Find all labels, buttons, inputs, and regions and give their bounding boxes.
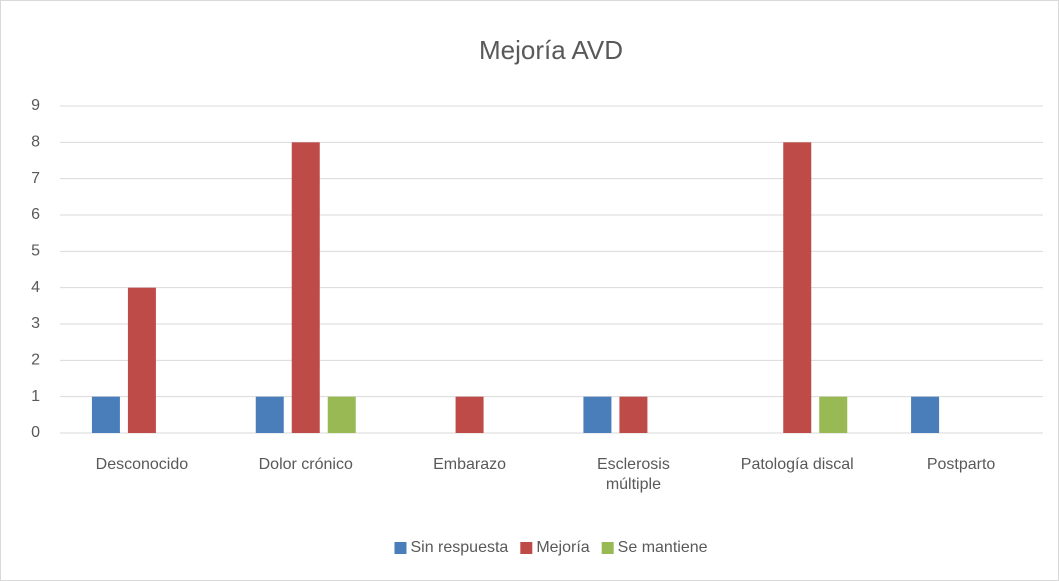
y-tick-label: 9: [31, 97, 40, 114]
bar: [583, 396, 612, 433]
legend-label: Se mantiene: [618, 539, 708, 556]
x-tick-label: Dolor crónico: [258, 456, 353, 473]
bar: [127, 287, 156, 433]
y-tick-label: 6: [31, 206, 40, 223]
bar: [819, 396, 848, 433]
y-tick-label: 5: [31, 243, 40, 260]
bar: [327, 396, 356, 433]
x-tick-label: Desconocido: [95, 456, 189, 473]
x-tick-label: Patología discal: [740, 456, 854, 473]
bar: [619, 396, 648, 433]
bar: [91, 396, 120, 433]
legend-label: Mejoría: [536, 539, 589, 556]
y-tick-label: 1: [31, 388, 40, 405]
legend-swatch: [520, 542, 533, 554]
bar: [255, 396, 284, 433]
bar: [291, 142, 320, 434]
y-tick-label: 7: [31, 170, 40, 187]
bar: [783, 142, 812, 434]
x-tick-label: Postparto: [926, 456, 996, 473]
legend-swatch: [601, 542, 614, 554]
legend-swatch: [394, 542, 407, 554]
legend-label: Sin respuesta: [410, 539, 508, 556]
bar: [455, 396, 484, 433]
bar: [911, 396, 940, 433]
x-tick-label: Esclerosis múltiple: [596, 456, 670, 493]
y-tick-label: 0: [31, 424, 40, 441]
y-tick-label: 8: [31, 134, 40, 151]
chart-title: Mejoría AVD: [479, 35, 623, 65]
x-tick-label: Embarazo: [433, 456, 507, 473]
y-tick-label: 4: [31, 279, 40, 296]
y-tick-label: 2: [31, 352, 40, 369]
y-tick-label: 3: [31, 315, 40, 332]
